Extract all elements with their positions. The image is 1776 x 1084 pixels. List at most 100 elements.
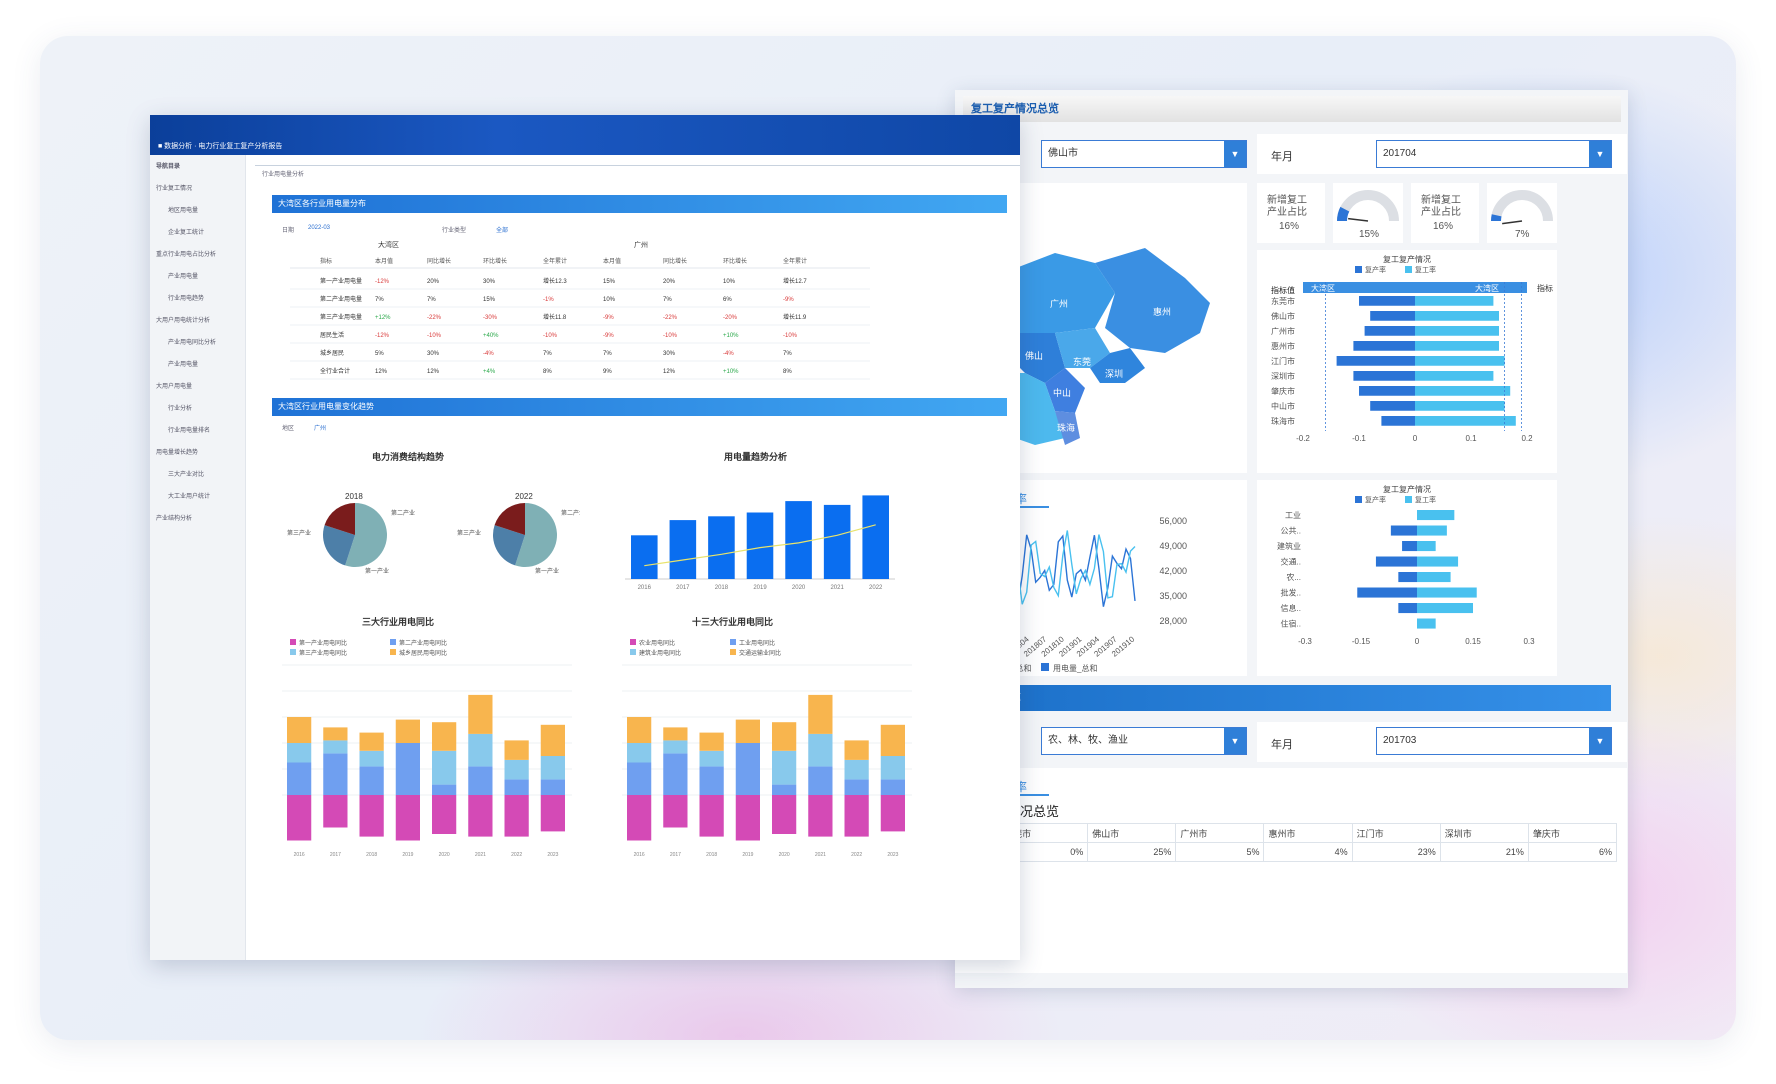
date-filter[interactable]: 2022-03 (308, 225, 331, 231)
year-month-select[interactable]: 201703 ▼ (1376, 727, 1612, 755)
bar-segment (808, 733, 833, 767)
legend-label: 农业用电同比 (639, 639, 675, 647)
table-cell: 7% (783, 351, 792, 357)
bar-segment (468, 694, 493, 734)
bar-negative (1359, 296, 1415, 306)
bar-positive (1415, 296, 1494, 306)
year-month-select[interactable]: 201704 ▼ (1376, 140, 1612, 168)
table-cell: +10% (723, 333, 739, 339)
bar-segment (359, 795, 384, 837)
bar-segment (627, 743, 652, 763)
bar-segment (627, 795, 652, 841)
gauge-track (1337, 190, 1399, 222)
table-cell: 8% (783, 369, 792, 375)
sidebar-item[interactable]: 行业用电趋势 (168, 296, 205, 302)
legend-label: 第一产业用电同比 (299, 639, 347, 647)
table-header: 惠州市 (1263, 823, 1353, 843)
legend-label: 城乡居民用电同比 (399, 649, 447, 657)
city-select[interactable]: 佛山市 ▼ (1041, 140, 1247, 168)
chart-title: 电力消费结构趋势 (372, 452, 445, 462)
table-header: 环比增长 (723, 257, 747, 265)
sidebar-item[interactable]: 产业结构分析 (156, 516, 193, 522)
table-cell: 全行业合计 (320, 367, 350, 375)
bar-negative (1357, 587, 1417, 598)
gauge-track (1491, 190, 1553, 222)
legend-swatch (730, 649, 736, 655)
x-tick: 2021 (475, 852, 486, 858)
bar-segment (808, 795, 833, 837)
category-label: 建筑业 (1277, 541, 1301, 551)
year-month-label: 年月 (1271, 739, 1293, 751)
sidebar-item[interactable]: 重点行业用电占比分析 (156, 252, 217, 258)
sidebar-item[interactable]: 三大产业对比 (168, 472, 205, 478)
bar-segment (663, 740, 688, 754)
sidebar-item[interactable]: 行业分析 (168, 406, 193, 412)
bar-segment (395, 719, 420, 743)
chart-title: 十三大行业用电同比 (692, 617, 774, 627)
pie-label: 第一产业 (365, 567, 389, 575)
bar (669, 520, 697, 579)
table-cell: 7% (543, 351, 552, 357)
sidebar-item[interactable]: 地区用电量 (168, 208, 199, 214)
sidebar-item[interactable]: 大工业用户统计 (168, 494, 211, 500)
bar-segment (504, 795, 529, 837)
bar-segment (880, 795, 905, 832)
banner-title: ■ 数据分析 · 电力行业复工复产分析报告 (158, 143, 283, 150)
report-tab[interactable]: 行业用电量分析 (262, 172, 305, 178)
sidebar-item[interactable]: 行业用电量排名 (168, 428, 211, 434)
bar-segment (432, 795, 457, 834)
table-cell: 6% (723, 297, 732, 303)
sidebar-item[interactable]: 大用户用电量 (156, 384, 193, 390)
bar-segment (735, 743, 760, 795)
category-label: 东莞市 (1271, 296, 1295, 306)
bar-positive (1417, 587, 1477, 598)
sidebar-item[interactable]: 产业用电量 (168, 362, 199, 368)
bar-segment (663, 727, 688, 741)
sidebar-item[interactable]: 大用户用电统计分析 (156, 318, 211, 324)
bar-negative (1390, 525, 1417, 536)
industry-select[interactable]: 农、林、牧、渔业 ▼ (1041, 727, 1247, 755)
bar-segment (504, 779, 529, 795)
legend-swatch (1355, 496, 1362, 503)
bar-segment (287, 743, 312, 763)
bar-positive (1417, 618, 1436, 629)
sidebar-item[interactable]: 企业复工统计 (168, 230, 205, 236)
sidebar-item[interactable]: 产业用电同比分析 (168, 340, 217, 346)
sidebar-item[interactable]: 产业用电量 (168, 274, 199, 280)
bar (746, 512, 774, 579)
table-cell: 21% (1439, 842, 1529, 862)
table-header: 佛山市 (1087, 823, 1177, 843)
category-label: 住宿.. (1281, 619, 1301, 629)
table-header: 江门市 (1351, 823, 1441, 843)
table-cell: 8% (543, 369, 552, 375)
bar-segment (663, 795, 688, 828)
year-month-value: 201704 (1383, 148, 1417, 159)
axis-tick: 0 (1413, 434, 1418, 443)
category-label: 批发.. (1281, 588, 1301, 598)
y-tick: 49,000 (1159, 541, 1187, 551)
table-header: 深圳市 (1439, 823, 1529, 843)
table-cell: 第一产业用电量 (320, 277, 362, 285)
y-tick: 42,000 (1159, 566, 1187, 576)
industry-filter[interactable]: 全部 (496, 228, 509, 234)
bar-segment (844, 795, 869, 837)
bar-segment (772, 784, 797, 795)
category-label: 交通.. (1281, 557, 1301, 567)
legend-swatch (1355, 266, 1362, 273)
sidebar-item[interactable]: 用电量增长趋势 (156, 450, 199, 456)
table-cell: 25% (1087, 842, 1177, 862)
gauge-value: 15% (1359, 229, 1380, 240)
chevron-down-icon: ▼ (1224, 141, 1246, 167)
category-label: 肇庆市 (1271, 386, 1295, 396)
sidebar-item[interactable]: 行业复工情况 (156, 186, 193, 192)
region-filter[interactable]: 广州 (314, 426, 327, 432)
x-tick: 2016 (294, 852, 305, 858)
bar (708, 516, 735, 579)
table-cell: -10% (543, 333, 558, 339)
category-label: 工业 (1285, 510, 1301, 520)
pie-slice (494, 503, 525, 535)
header-label: 大湾区 (1475, 283, 1499, 293)
bar-segment (540, 756, 565, 780)
table-group: 大湾区 (378, 240, 399, 249)
